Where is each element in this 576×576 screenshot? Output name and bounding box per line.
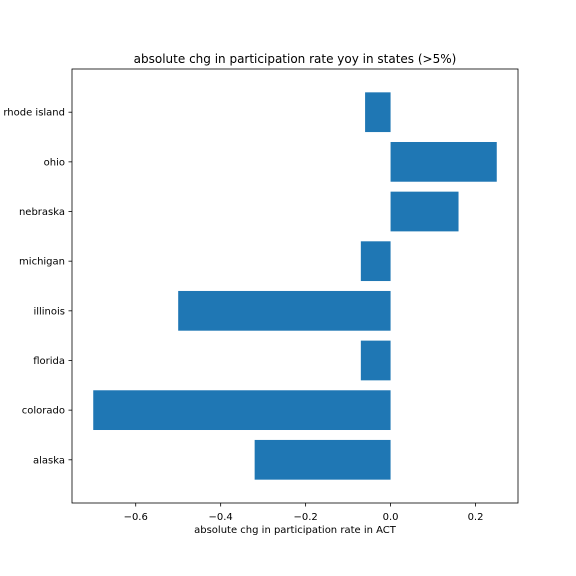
y-tick-label: illinois <box>33 306 65 317</box>
y-tick-label: michigan <box>19 257 65 268</box>
bar-rhode-island <box>365 92 391 133</box>
x-tick-label: −0.4 <box>209 512 233 523</box>
plot-frame <box>71 68 519 504</box>
y-tick-label: colorado <box>22 406 65 417</box>
y-axis-ticks: alaska colorado florida illinois michigan neb… <box>3 108 72 466</box>
x-tick-label: 0.2 <box>468 512 484 523</box>
y-tick-label: ohio <box>44 157 65 168</box>
y-tick-label: nebraska <box>19 207 65 218</box>
x-axis-ticks: −0.6 −0.4 −0.2 0.0 0.2 <box>124 503 484 523</box>
bar-alaska <box>254 439 391 480</box>
bar-ohio <box>390 141 497 182</box>
bars-group <box>93 92 497 480</box>
bar-nebraska <box>390 191 459 232</box>
x-axis-label: absolute chg in participation rate in AC… <box>194 525 397 536</box>
y-tick-label: florida <box>33 356 65 367</box>
x-tick-label: 0.0 <box>383 512 399 523</box>
bar-colorado <box>93 390 391 431</box>
chart-title: absolute chg in participation rate yoy i… <box>134 52 457 66</box>
x-tick-label: −0.6 <box>124 512 148 523</box>
bar-florida <box>360 340 391 381</box>
y-tick-label: rhode island <box>3 108 65 119</box>
x-tick-label: −0.2 <box>293 512 317 523</box>
y-tick-label: alaska <box>33 455 65 466</box>
bar-illinois <box>178 290 391 331</box>
bar-michigan <box>360 241 391 282</box>
